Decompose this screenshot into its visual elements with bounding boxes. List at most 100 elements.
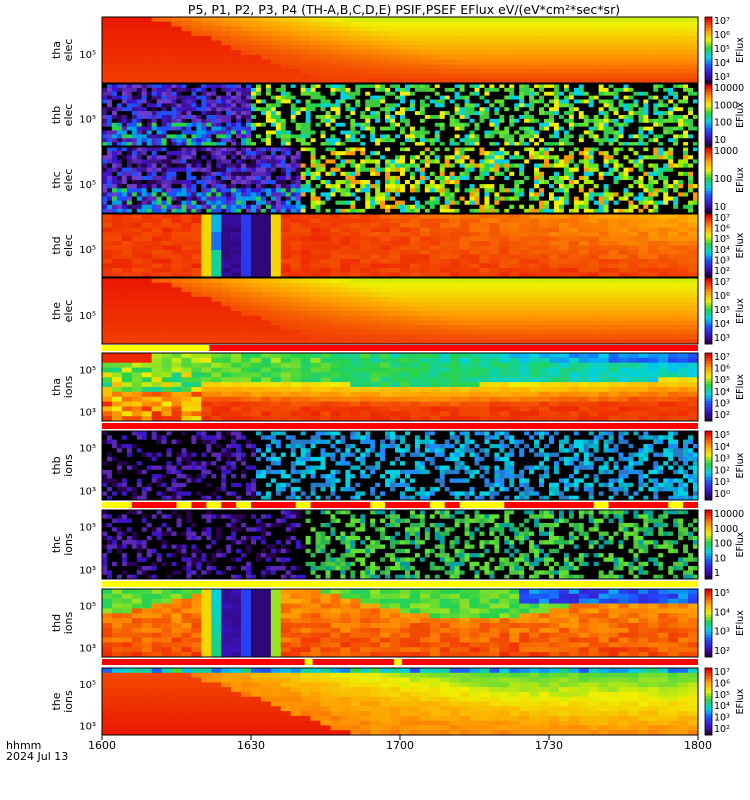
pixel: [290, 26, 301, 32]
pixel: [469, 155, 475, 160]
pixel: [558, 118, 565, 124]
pixel: [524, 130, 530, 135]
pixel: [370, 184, 376, 189]
pixel: [201, 254, 212, 260]
pixel: [131, 126, 138, 131]
pixel: [613, 91, 619, 96]
pixel: [161, 259, 172, 264]
pixel: [171, 130, 177, 135]
pixel: [558, 54, 570, 60]
pixel: [260, 214, 272, 219]
pixel: [265, 204, 272, 210]
pixel: [171, 245, 182, 251]
pixel: [643, 91, 649, 96]
pixel: [151, 17, 162, 23]
pixel: [693, 87, 699, 93]
pixel: [315, 122, 321, 127]
pixel: [290, 175, 296, 181]
pixel: [578, 40, 590, 46]
pixel: [658, 78, 669, 84]
pixel: [409, 99, 416, 104]
pixel: [603, 208, 609, 214]
pixel: [539, 196, 545, 201]
pixel: [151, 147, 157, 152]
pixel: [603, 155, 609, 160]
pixel: [146, 151, 152, 156]
pixel: [275, 180, 282, 185]
pixel: [390, 138, 396, 143]
pixel: [166, 118, 172, 124]
pixel: [454, 107, 460, 112]
pixel: [126, 138, 133, 143]
pixel: [598, 188, 604, 193]
pixel: [419, 163, 426, 168]
pixel: [484, 147, 490, 152]
pixel: [370, 122, 376, 127]
pixel: [236, 171, 242, 177]
pixel: [618, 78, 629, 84]
pixel: [330, 21, 341, 27]
pixel: [231, 115, 237, 120]
pixel: [459, 130, 465, 135]
pixel: [593, 208, 599, 214]
pixel: [300, 196, 306, 201]
pixel: [330, 142, 336, 147]
pixel: [474, 111, 480, 116]
pixel: [345, 138, 351, 143]
pixel: [106, 118, 113, 124]
pixel: [633, 200, 639, 206]
pixel: [146, 115, 152, 120]
pixel: [355, 84, 361, 89]
pixel: [255, 208, 262, 214]
pixel: [678, 122, 684, 127]
pixel: [255, 192, 262, 197]
pixel: [280, 236, 292, 242]
pixel: [370, 126, 376, 131]
pixel: [529, 95, 535, 100]
pixel: [241, 268, 252, 273]
pixel: [231, 188, 237, 193]
pixel: [390, 180, 396, 185]
pixel: [320, 45, 331, 51]
pixel: [166, 103, 172, 108]
pixel: [663, 208, 669, 214]
pixel: [558, 175, 565, 181]
pixel: [693, 200, 699, 206]
pixel: [236, 151, 242, 156]
pixel: [116, 204, 123, 210]
pixel: [201, 21, 212, 27]
pixel: [469, 122, 475, 127]
pixel: [335, 188, 341, 193]
pixel: [598, 134, 604, 139]
pixel: [424, 130, 431, 135]
pixel: [489, 99, 495, 104]
pixel: [568, 122, 575, 127]
pixel: [643, 167, 649, 173]
pixel: [345, 196, 351, 201]
pixel: [260, 118, 267, 124]
pixel: [171, 227, 182, 233]
pixel: [409, 196, 416, 201]
pixel: [449, 126, 455, 131]
pixel: [678, 188, 684, 193]
pixel: [568, 91, 575, 96]
pixel: [568, 163, 575, 168]
pixel: [484, 118, 490, 124]
pixel: [613, 159, 619, 164]
pixel: [121, 40, 133, 46]
pixel: [141, 192, 147, 197]
pixel: [678, 126, 684, 131]
pixel: [146, 163, 152, 168]
pixel: [414, 107, 421, 112]
pixel: [404, 192, 411, 197]
pixel: [618, 115, 624, 120]
pixel: [305, 196, 311, 201]
pixel: [628, 134, 634, 139]
pixel: [618, 188, 624, 193]
pixel: [121, 241, 133, 246]
pixel: [529, 147, 535, 152]
pixel: [226, 87, 232, 93]
pixel: [484, 126, 490, 131]
pixel: [181, 227, 192, 233]
pixel: [514, 196, 520, 201]
